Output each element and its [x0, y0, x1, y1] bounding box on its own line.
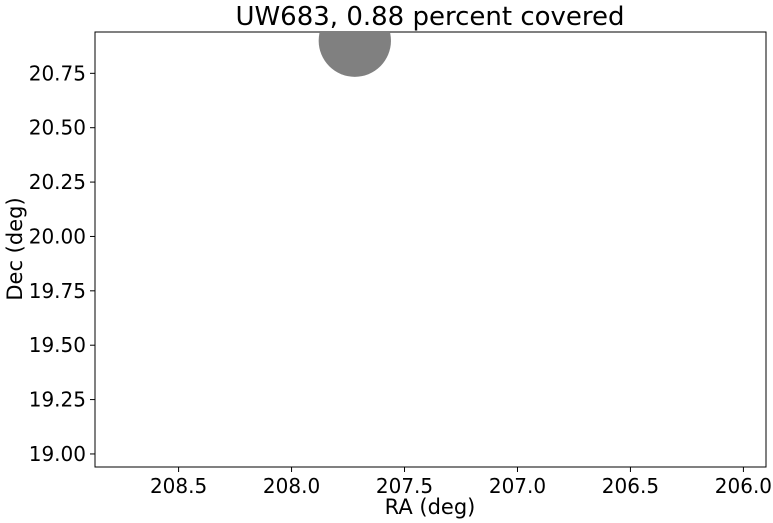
y-tick-label: 19.75 [29, 279, 86, 303]
x-tick-label: 208.5 [150, 474, 207, 498]
x-tick-label: 206.0 [715, 474, 772, 498]
y-tick-label: 19.25 [29, 388, 86, 412]
x-axis-ticks: 208.5 208.0 207.5 207.0 206.5 206.0 [150, 467, 772, 498]
y-tick-label: 20.75 [29, 61, 86, 85]
x-tick-label: 208.0 [263, 474, 320, 498]
y-tick-label: 20.50 [29, 116, 86, 140]
x-axis-label: RA (deg) [385, 495, 476, 519]
y-axis-label: Dec (deg) [3, 197, 27, 300]
y-tick-label: 20.25 [29, 170, 86, 194]
y-tick-label: 19.50 [29, 333, 86, 357]
data-points-layer [318, 32, 391, 77]
chart-title: UW683, 0.88 percent covered [235, 2, 624, 32]
x-tick-label: 207.0 [489, 474, 546, 498]
data-point [318, 32, 391, 77]
x-tick-label: 206.5 [602, 474, 659, 498]
y-tick-label: 20.00 [29, 224, 86, 248]
y-tick-label: 19.00 [29, 442, 86, 466]
plot-frame [94, 31, 767, 468]
x-tick-label: 207.5 [376, 474, 433, 498]
y-axis-ticks: 19.00 19.25 19.50 19.75 20.00 20.25 20.50 20.75 [29, 61, 95, 466]
